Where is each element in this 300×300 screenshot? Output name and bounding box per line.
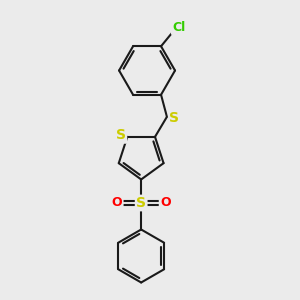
Text: S: S — [116, 128, 126, 142]
Text: O: O — [112, 196, 122, 209]
Text: O: O — [160, 196, 171, 209]
Text: S: S — [169, 111, 179, 125]
Text: Cl: Cl — [172, 21, 185, 34]
Text: S: S — [136, 196, 146, 210]
